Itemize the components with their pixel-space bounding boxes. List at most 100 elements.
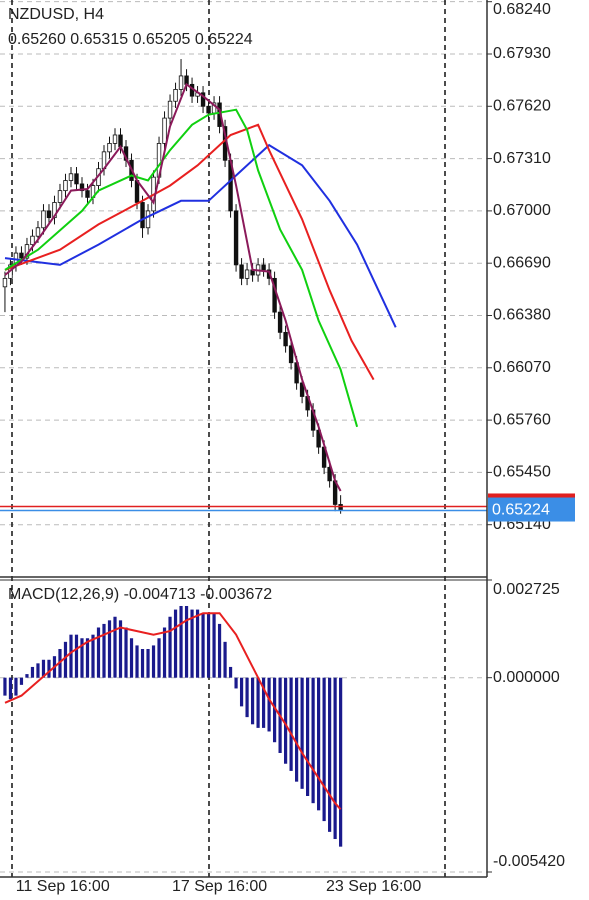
y-tick-label: 0.000000 <box>493 669 560 686</box>
candle-body <box>338 504 343 511</box>
x-tick-label: 11 Sep 16:00 <box>16 878 110 895</box>
candle-body <box>184 75 189 85</box>
y-tick-label: 0.67310 <box>493 150 551 167</box>
candle-body <box>233 210 239 266</box>
candle-body <box>277 311 283 333</box>
histogram-bar <box>168 616 172 678</box>
histogram-bar <box>300 677 304 789</box>
histogram-bar <box>96 627 101 678</box>
x-tick-label: 23 Sep 16:00 <box>326 878 421 895</box>
candle-body <box>283 331 288 347</box>
histogram-bar <box>135 645 139 678</box>
candle-body <box>162 117 167 144</box>
candle-body <box>74 173 79 185</box>
histogram-bar <box>30 666 35 678</box>
histogram-bar <box>129 638 134 678</box>
histogram-bar <box>179 605 183 678</box>
candle-body <box>112 134 118 144</box>
candle-body <box>244 269 250 279</box>
histogram-bar <box>157 638 161 678</box>
histogram-bar <box>102 623 106 678</box>
histogram-bar <box>206 613 211 678</box>
candle-body <box>19 252 24 259</box>
candle-body <box>173 89 178 102</box>
histogram-bar <box>47 659 51 678</box>
histogram-bar <box>74 634 79 678</box>
candle-body <box>327 466 332 482</box>
candle-body <box>57 190 63 203</box>
histogram-bar <box>19 677 24 685</box>
histogram-bar <box>201 613 205 678</box>
price-tag <box>488 497 575 522</box>
histogram-bar <box>63 641 68 678</box>
y-tick-label: 0.67620 <box>493 98 551 115</box>
candle-body <box>239 264 244 279</box>
histogram-bar <box>234 677 238 689</box>
histogram-bar <box>245 677 249 718</box>
candle-body <box>85 190 90 198</box>
candle-body <box>261 264 266 271</box>
price-tag-label: 0.65224 <box>492 502 550 519</box>
y-tick-label: 0.66070 <box>493 359 551 376</box>
histogram-bar <box>151 645 156 678</box>
histogram-bar <box>190 609 194 678</box>
y-tick-label: 0.67000 <box>493 202 551 219</box>
candle-body <box>35 227 41 237</box>
histogram-bar <box>195 609 200 678</box>
histogram-bar <box>69 634 73 678</box>
x-tick-label: 17 Sep 16:00 <box>172 878 267 895</box>
histogram-bar <box>91 634 95 678</box>
y-tick-label: 0.66380 <box>493 307 551 324</box>
indicator-line <box>4 108 359 428</box>
histogram-bar <box>223 641 227 678</box>
candle-body <box>200 92 206 107</box>
indicator-line <box>4 82 342 492</box>
histogram-bar <box>113 616 117 678</box>
candle-body <box>167 100 173 119</box>
histogram-bar <box>289 677 293 771</box>
plot <box>0 59 487 847</box>
candle-body <box>288 345 294 364</box>
histogram-bar <box>85 638 90 678</box>
histogram-bar <box>80 638 84 678</box>
y-tick-label: 0.002725 <box>493 581 560 598</box>
candle-body <box>68 173 74 181</box>
histogram-bar <box>36 663 40 678</box>
ohlc-values: 0.65260 0.65315 0.65205 0.65224 <box>8 31 253 48</box>
histogram-bar <box>256 677 260 728</box>
histogram-bar <box>239 677 244 707</box>
candle-body <box>107 143 112 153</box>
candle-body <box>30 235 35 246</box>
histogram-bar <box>212 613 216 678</box>
chart-title: NZDUSD, H4 <box>8 6 104 23</box>
histogram-bar <box>311 677 315 804</box>
histogram-bar <box>339 677 343 847</box>
histogram-bar <box>306 677 310 796</box>
histogram-bar <box>322 677 326 822</box>
histogram-bar <box>14 677 18 696</box>
candle-body <box>178 75 184 90</box>
histogram-bar <box>107 620 112 678</box>
histogram-bar <box>333 677 337 840</box>
candle-body <box>41 210 46 229</box>
histogram-bar <box>118 620 123 678</box>
histogram-bar <box>272 677 277 743</box>
histogram-bar <box>184 605 189 678</box>
y-tick-label: 0.65760 <box>493 411 551 428</box>
labels: 0.68240 0.67930 0.67620 0.67310 0.67000 0.666… <box>8 1 575 895</box>
histogram-bar <box>228 666 233 678</box>
candle-body <box>63 180 68 192</box>
histogram-bar <box>173 609 178 678</box>
y-tick-label: -0.005420 <box>493 853 565 870</box>
candle-body <box>299 382 305 397</box>
histogram-bar <box>146 649 150 678</box>
histogram-bar <box>41 659 46 678</box>
y-tick-label: 0.66690 <box>493 254 551 271</box>
y-tick-label: 0.65450 <box>493 464 551 481</box>
candle-body <box>118 134 123 148</box>
histogram-bar <box>295 677 299 782</box>
chart-title: MACD(12,26,9) -0.004713 -0.003672 <box>8 586 272 603</box>
histogram-bar <box>8 677 13 700</box>
